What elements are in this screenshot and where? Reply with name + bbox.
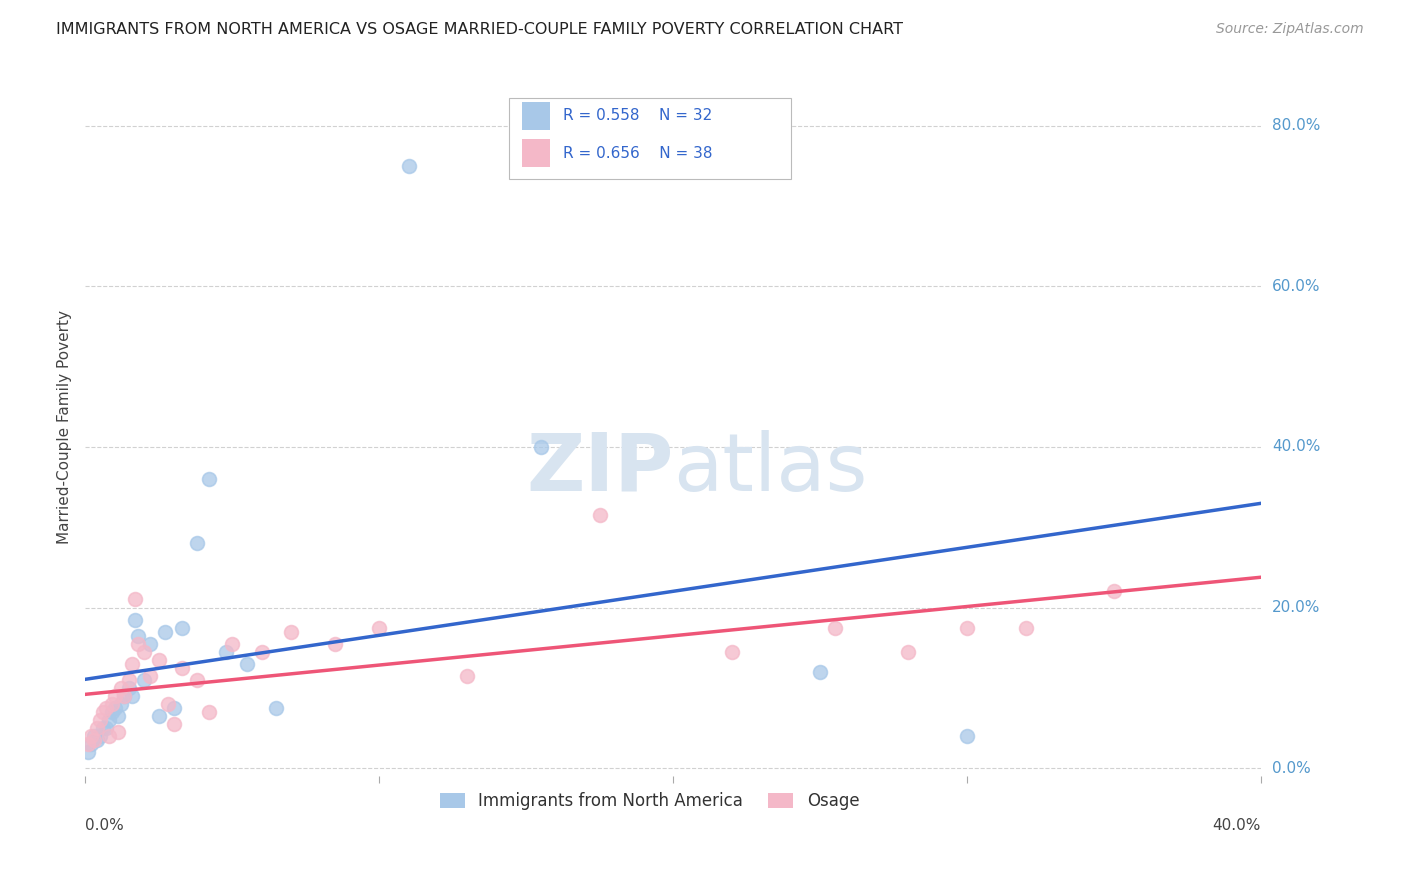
Text: IMMIGRANTS FROM NORTH AMERICA VS OSAGE MARRIED-COUPLE FAMILY POVERTY CORRELATION: IMMIGRANTS FROM NORTH AMERICA VS OSAGE M… [56, 22, 903, 37]
Point [91, 721, 114, 735]
Point [721, 645, 744, 659]
Point [77, 745, 100, 759]
Point [824, 621, 846, 635]
Point [250, 645, 273, 659]
Text: 40.0%: 40.0% [1213, 818, 1261, 833]
Point [162, 701, 184, 715]
Point [89, 713, 111, 727]
Point [1102, 584, 1125, 599]
Point [118, 681, 141, 695]
Point [808, 665, 831, 679]
Point [139, 669, 162, 683]
Point [112, 689, 135, 703]
Point [172, 621, 194, 635]
Point [118, 673, 141, 687]
Point [236, 657, 259, 671]
Point [94, 721, 117, 735]
Text: 60.0%: 60.0% [1272, 279, 1320, 293]
Point [148, 709, 170, 723]
Point [134, 673, 156, 687]
Point [148, 653, 170, 667]
Point [215, 645, 238, 659]
Point [89, 729, 111, 743]
Text: R = 0.656    N = 38: R = 0.656 N = 38 [562, 146, 713, 161]
Point [456, 669, 478, 683]
Point [127, 629, 149, 643]
Text: atlas: atlas [673, 430, 868, 508]
Text: 80.0%: 80.0% [1272, 118, 1320, 133]
Point [86, 721, 108, 735]
Legend: Immigrants from North America, Osage: Immigrants from North America, Osage [433, 786, 866, 817]
FancyBboxPatch shape [522, 139, 550, 168]
Point [956, 729, 979, 743]
Point [956, 621, 979, 635]
Point [134, 645, 156, 659]
Point [186, 673, 208, 687]
Point [124, 613, 146, 627]
Point [97, 729, 120, 743]
Point [186, 536, 208, 550]
Point [1015, 621, 1038, 635]
Text: R = 0.558    N = 32: R = 0.558 N = 32 [562, 108, 711, 123]
Point [221, 637, 243, 651]
Point [91, 705, 114, 719]
Point [80, 729, 103, 743]
Point [107, 709, 129, 723]
Point [172, 661, 194, 675]
Point [124, 592, 146, 607]
Point [110, 681, 132, 695]
Point [121, 689, 143, 703]
Point [101, 705, 124, 719]
Point [198, 472, 221, 486]
Point [897, 645, 920, 659]
Point [153, 624, 176, 639]
Point [80, 737, 103, 751]
Point [83, 733, 105, 747]
Point [139, 637, 162, 651]
Point [101, 697, 124, 711]
FancyBboxPatch shape [522, 102, 550, 129]
Point [530, 440, 553, 454]
Point [97, 713, 120, 727]
Point [589, 508, 612, 523]
Point [94, 701, 117, 715]
Point [266, 701, 288, 715]
Point [77, 737, 100, 751]
Point [83, 729, 105, 743]
Point [112, 689, 135, 703]
Point [121, 657, 143, 671]
Point [86, 733, 108, 747]
FancyBboxPatch shape [509, 98, 790, 178]
Point [368, 621, 391, 635]
Point [156, 697, 179, 711]
Point [280, 624, 302, 639]
Point [323, 637, 346, 651]
Text: 20.0%: 20.0% [1272, 600, 1320, 615]
Text: Source: ZipAtlas.com: Source: ZipAtlas.com [1216, 22, 1364, 37]
Point [398, 159, 420, 173]
Point [127, 637, 149, 651]
Text: 0.0%: 0.0% [1272, 761, 1310, 776]
Point [104, 689, 127, 703]
Text: 40.0%: 40.0% [1272, 440, 1320, 454]
Point [110, 697, 132, 711]
Point [107, 725, 129, 739]
Point [104, 701, 127, 715]
Text: ZIP: ZIP [526, 430, 673, 508]
Text: 0.0%: 0.0% [86, 818, 124, 833]
Y-axis label: Married-Couple Family Poverty: Married-Couple Family Poverty [58, 310, 72, 544]
Point [162, 717, 184, 731]
Point [198, 705, 221, 719]
